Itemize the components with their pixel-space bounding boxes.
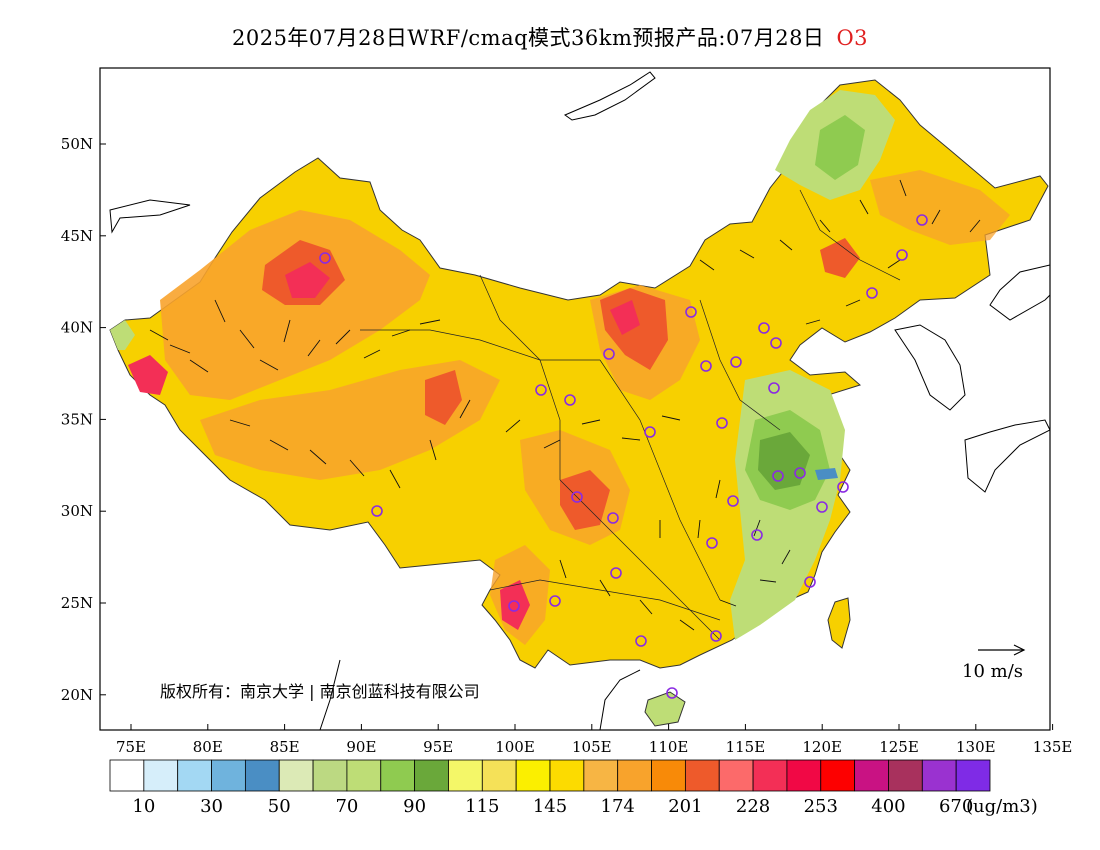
- lon-tick-label: 105E: [572, 738, 612, 756]
- colorbar-swatch: [143, 759, 179, 792]
- copyright-note: 版权所有：南京大学 | 南京创蓝科技有限公司: [160, 682, 480, 701]
- lon-tick-label: 85E: [270, 738, 300, 756]
- colorbar-tick-label: 228: [736, 796, 770, 817]
- colorbar-tick-label: 10: [132, 796, 155, 817]
- colorbar-swatch: [380, 759, 416, 792]
- lon-tick-label: 110E: [649, 738, 689, 756]
- lat-tick-label: 50N: [61, 135, 93, 153]
- lon-tick-label: 100E: [495, 738, 535, 756]
- colorbar-swatch: [955, 759, 991, 792]
- map-frame: [99, 67, 1051, 731]
- colorbar-swatch: [312, 759, 348, 792]
- hainan-island: [644, 691, 686, 727]
- chart-title: 2025年07月28日WRF/cmaq模式36km预报产品:07月28日 O3: [0, 22, 1100, 52]
- colorbar-tick-label: 70: [335, 796, 358, 817]
- colorbar-swatch: [177, 759, 212, 792]
- indochina-coast: [319, 659, 641, 730]
- title-main: 2025年07月28日WRF/cmaq模式36km预报产品:07月28日: [231, 26, 825, 50]
- colorbar-swatch: [718, 759, 754, 792]
- colorbar-swatch: [583, 759, 619, 792]
- lon-tick-label: 125E: [879, 738, 919, 756]
- colorbar-swatch: [752, 759, 788, 792]
- colorbar-tick-label: 30: [200, 796, 223, 817]
- colorbar-swatch: [854, 759, 889, 792]
- colorbar-tick-label: 115: [465, 796, 499, 817]
- colorbar-swatch: [888, 759, 923, 792]
- contour-peak-yunnan: [500, 580, 530, 630]
- wind-scale-label: 10 m/s: [962, 661, 1023, 682]
- taiwan-island: [827, 597, 851, 649]
- colorbar-swatch: [617, 759, 652, 792]
- colorbar-swatch: [684, 759, 720, 792]
- contour-peak-west: [128, 355, 168, 395]
- lat-tick-label: 45N: [61, 227, 93, 245]
- contour-high-qinghai: [425, 370, 462, 425]
- lat-tick-label: 30N: [61, 502, 93, 520]
- latitude-axis: 50N 45N 40N 35N 30N 25N 20N: [61, 135, 106, 704]
- lon-tick-label: 90E: [346, 738, 376, 756]
- lat-tick-label: 35N: [61, 410, 93, 428]
- contour-peak-xinjiang: [285, 262, 330, 298]
- colorbar-swatch: [481, 759, 517, 792]
- colorbar-swatch: [346, 759, 382, 792]
- contour-green-west-edge: [110, 320, 135, 350]
- korea-japan-coast: [894, 264, 1050, 493]
- colorbar-swatch: [921, 759, 957, 792]
- colorbar-unit: (ug/m3): [966, 796, 1038, 817]
- colorbar-tick-label: 253: [804, 796, 838, 817]
- contour-green-east-core: [758, 432, 810, 490]
- lon-tick-label: 135E: [1033, 738, 1073, 756]
- lon-tick-label: 80E: [193, 738, 223, 756]
- contour-high-liaoning: [820, 238, 860, 278]
- colorbar-tick-label: 50: [268, 796, 291, 817]
- colorbar: 10 30 50 70 90 115 145 174 201 228 253 400 670: [109, 759, 991, 817]
- colorbar-tick-label: 670: [939, 796, 973, 817]
- colorbar-tick-label: 201: [668, 796, 702, 817]
- lon-tick-label: 95E: [423, 738, 453, 756]
- colorbar-swatch: [278, 759, 314, 792]
- colorbar-swatch: [109, 759, 145, 792]
- colorbar-tick-label: 400: [871, 796, 905, 817]
- station-markers: [319, 214, 928, 699]
- longitude-axis: 75E 80E 85E 90E 95E 100E 105E 110E 115E 120E 125E 1…: [116, 724, 1072, 756]
- colorbar-swatch: [651, 759, 686, 792]
- colorbar-swatch: [448, 759, 483, 792]
- lake-baikal: [563, 71, 656, 121]
- title-species: O3: [836, 26, 869, 50]
- lon-tick-label: 115E: [726, 738, 766, 756]
- contour-green-northeast-inner: [815, 115, 865, 180]
- lon-tick-label: 120E: [802, 738, 842, 756]
- wind-vectors: [149, 179, 981, 631]
- colorbar-swatch: [515, 759, 551, 792]
- lon-tick-label: 75E: [116, 738, 146, 756]
- contour-peak-shanxi: [610, 300, 640, 335]
- province-boundaries: [360, 189, 901, 641]
- colorbar-swatch: [549, 759, 585, 792]
- wind-scale: 10 m/s: [962, 644, 1026, 682]
- lat-tick-label: 25N: [61, 594, 93, 612]
- colorbar-swatch: [786, 759, 822, 792]
- colorbar-swatch: [414, 759, 449, 792]
- lat-tick-label: 40N: [61, 319, 93, 337]
- colorbar-tick-label: 90: [403, 796, 426, 817]
- contour-high-chongqing: [560, 470, 610, 530]
- lon-tick-label: 130E: [956, 738, 996, 756]
- colorbar-tick-label: 145: [533, 796, 567, 817]
- colorbar-swatch: [820, 759, 856, 792]
- map-content: 版权所有：南京大学 | 南京创蓝科技有限公司 10 m/s: [109, 71, 1050, 730]
- colorbar-tick-label: 174: [601, 796, 635, 817]
- lat-tick-label: 20N: [61, 686, 93, 704]
- colorbar-swatch: [244, 759, 280, 792]
- colorbar-swatch: [211, 759, 246, 792]
- contour-blue-taihu: [815, 468, 838, 480]
- sea-of-okhotsk-coast: [109, 199, 191, 234]
